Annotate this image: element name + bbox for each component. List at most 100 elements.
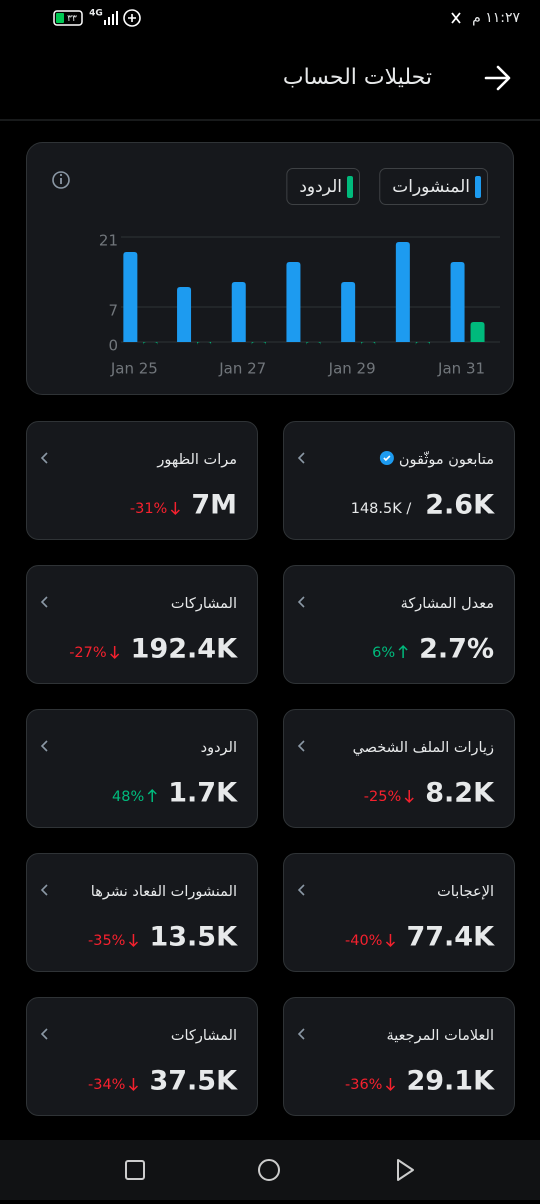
change-arrow <box>385 934 395 948</box>
bar <box>143 342 158 345</box>
status-time: ١١:٢٧ م <box>472 10 520 26</box>
card-title: متابعون موثّقون <box>399 450 494 468</box>
legend-label: الردود <box>299 177 342 197</box>
change-arrow <box>398 644 408 658</box>
card-value: 77.4K <box>406 922 495 953</box>
info-icon-dot <box>59 173 63 177</box>
bar <box>470 322 485 342</box>
card-title: المشاركات <box>171 596 237 612</box>
y-tick-label: 7 <box>108 302 118 320</box>
card-change: -40% <box>345 933 382 949</box>
card-title: المنشورات الفعاد نشرها <box>91 884 237 900</box>
bar <box>341 282 356 342</box>
card-value: 7M <box>191 490 237 521</box>
change-arrow <box>128 934 138 948</box>
bar <box>450 262 465 342</box>
x-logo <box>451 12 461 24</box>
x-tick-label: Jan 27 <box>218 360 266 378</box>
stat-card[interactable] <box>283 709 515 828</box>
bar <box>197 342 212 345</box>
recents-button[interactable] <box>125 1160 145 1180</box>
legend-label: المنشورات <box>392 177 470 197</box>
card-value: 8.2K <box>425 778 495 809</box>
card-value: 2.7% <box>419 634 494 665</box>
bar <box>231 282 246 342</box>
network-type: 4G <box>89 9 103 19</box>
card-value: 1.7K <box>168 778 238 809</box>
card-title: الإعجابات <box>437 884 494 900</box>
card-change: -34% <box>88 1077 125 1093</box>
card-change: 48% <box>112 789 144 805</box>
card-value: 29.1K <box>406 1066 495 1097</box>
stat-card[interactable] <box>26 421 258 540</box>
chevron <box>297 740 305 752</box>
chevron <box>40 1028 48 1040</box>
x-tick-label: Jan 25 <box>110 360 158 378</box>
chevron <box>40 740 48 752</box>
card-change: 6% <box>372 645 395 661</box>
stat-card[interactable] <box>283 997 515 1116</box>
nav-bar <box>0 1140 540 1200</box>
bar <box>286 262 301 342</box>
chevron <box>297 452 305 464</box>
stat-card[interactable] <box>26 853 258 972</box>
card-secondary: 148.5K / <box>351 501 412 517</box>
card-title: معدل المشاركة <box>401 596 494 612</box>
change-arrow <box>110 646 120 660</box>
card-change: -31% <box>130 501 167 517</box>
battery-level <box>56 13 64 23</box>
legend-item[interactable] <box>379 168 488 205</box>
legend-swatch <box>475 176 481 198</box>
card-value: 192.4K <box>131 634 238 665</box>
bar <box>123 252 138 342</box>
change-arrow <box>404 790 414 804</box>
x-tick-label: Jan 29 <box>328 360 376 378</box>
stat-card[interactable] <box>26 997 258 1116</box>
card-title: المشاركات <box>171 1028 237 1044</box>
bar <box>395 242 410 342</box>
chevron <box>297 596 305 608</box>
back-button[interactable] <box>484 65 511 91</box>
card-title: مرات الظهور <box>156 452 237 468</box>
stat-card[interactable] <box>283 565 515 684</box>
signal-icon <box>104 11 118 25</box>
bar <box>251 342 266 345</box>
chevron <box>297 1028 305 1040</box>
change-arrow <box>128 1078 138 1092</box>
data-saver-plus <box>128 14 136 22</box>
card-title: زيارات الملف الشخصي <box>353 740 494 756</box>
chevron <box>40 452 48 464</box>
battery <box>53 10 83 26</box>
card-value: 2.6K <box>425 490 495 521</box>
back-nav-button[interactable] <box>397 1159 414 1181</box>
verified-check <box>383 455 391 462</box>
card-value: 37.5K <box>149 1066 238 1097</box>
change-arrow <box>170 502 180 516</box>
bar <box>415 342 430 345</box>
card-title: العلامات المرجعية <box>387 1028 494 1044</box>
bar <box>177 287 192 342</box>
stat-card[interactable] <box>283 853 515 972</box>
card-change: -27% <box>69 645 106 661</box>
bar <box>361 342 376 345</box>
bar <box>306 342 321 345</box>
stat-card[interactable] <box>283 421 515 540</box>
home-button[interactable] <box>258 1159 280 1181</box>
legend-item[interactable] <box>286 168 360 205</box>
chart-card <box>26 142 514 395</box>
x-tick-label: Jan 31 <box>437 360 485 378</box>
chevron <box>297 884 305 896</box>
page-title: تحليلات الحساب <box>283 65 432 90</box>
info-icon[interactable] <box>52 171 70 189</box>
chevron <box>40 596 48 608</box>
card-change: -25% <box>364 789 401 805</box>
stat-card[interactable] <box>26 709 258 828</box>
card-title: الردود <box>201 740 237 756</box>
stat-card[interactable] <box>26 565 258 684</box>
change-arrow <box>147 788 157 802</box>
data-saver-icon <box>123 9 141 27</box>
card-value: 13.5K <box>149 922 238 953</box>
y-tick-label: 21 <box>99 232 118 250</box>
chevron <box>40 884 48 896</box>
